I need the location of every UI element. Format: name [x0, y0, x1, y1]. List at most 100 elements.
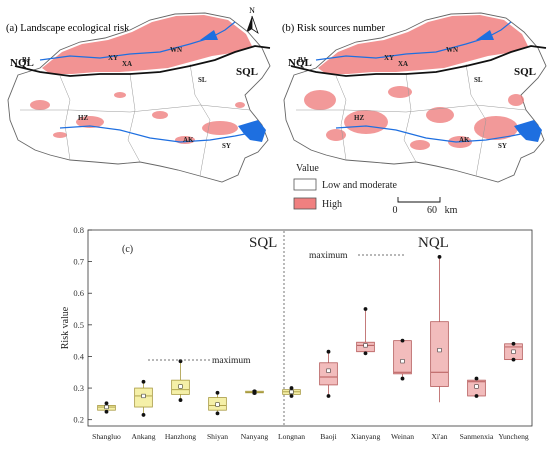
group-label-sql: SQL [249, 235, 277, 251]
qinling-divider-b [290, 45, 547, 77]
city-label-sl: SL [198, 76, 207, 84]
data-point [326, 394, 331, 398]
map-legend: Value Low and moderate High [293, 163, 398, 210]
y-tick-label: 0.4 [73, 351, 84, 361]
city-labels-b: BJ XY XA WN SL HZ AK SY [298, 46, 507, 150]
box-shiyan [208, 390, 227, 416]
map-panel-b: (b) Risk sources number NQL SQL [282, 12, 547, 216]
data-point [215, 390, 220, 395]
data-point [474, 394, 479, 398]
box-xian [430, 254, 449, 403]
x-category-label: Hanzhong [165, 432, 196, 441]
box-series [97, 254, 523, 417]
x-category-label: Sanmenxia [460, 432, 494, 441]
y-tick-label: 0.6 [73, 288, 84, 298]
y-tick-label: 0.3 [73, 383, 84, 393]
city-label-bj: BJ [22, 56, 31, 64]
city-label-sl: SL [474, 76, 483, 84]
mean-marker [178, 384, 183, 389]
city-label-ak: AK [183, 136, 194, 144]
x-category-label: Longnan [278, 432, 305, 441]
qinling-divider [14, 45, 271, 77]
data-point [252, 391, 257, 396]
city-label-xa: XA [122, 60, 132, 68]
mean-marker [363, 343, 368, 348]
data-point [326, 349, 331, 354]
city-label-hz: HZ [78, 114, 88, 122]
city-label-xy: XY [108, 54, 118, 62]
legend-label-low: Low and moderate [322, 180, 398, 191]
mean-marker [511, 349, 516, 354]
high-risk-zone-north [42, 15, 252, 74]
data-point [141, 379, 146, 384]
region-label-sql-b: SQL [514, 66, 536, 78]
data-point [289, 394, 294, 398]
x-category-label: Yuncheng [498, 432, 529, 441]
x-category-label: Shangluo [92, 432, 121, 441]
box-baoji [319, 349, 338, 398]
mean-marker [289, 389, 294, 394]
data-point [400, 376, 405, 381]
data-point [363, 351, 368, 356]
x-category-label: Shiyan [207, 432, 228, 441]
north-arrow-icon: N [246, 6, 259, 34]
data-point [215, 411, 220, 416]
y-axis: 0.2 0.3 0.4 0.5 0.6 0.7 0.8 [73, 225, 92, 425]
city-label-sy: SY [498, 142, 507, 150]
mean-marker [104, 404, 109, 410]
x-category-label: Xi'an [431, 432, 447, 441]
legend-label-high: High [322, 199, 342, 210]
box-longnan [282, 386, 301, 398]
region-label-nql: NQL [10, 57, 34, 69]
group-label-nql: NQL [418, 235, 449, 251]
city-label-wn: WN [170, 46, 182, 54]
city-label-ak: AK [459, 136, 470, 144]
maximum-label-sql: maximum [212, 356, 251, 366]
x-category-label: Baoji [320, 432, 336, 441]
data-point [289, 386, 294, 390]
x-axis-categories: Shangluo Ankang Hanzhong Shiyan Nanyang Longn… [92, 432, 529, 441]
mean-marker [474, 384, 479, 389]
data-point [104, 401, 109, 406]
box-yuncheng [504, 341, 523, 362]
box-body [430, 321, 449, 387]
box-body [319, 362, 338, 386]
mean-marker [400, 359, 405, 364]
y-tick-label: 0.7 [73, 257, 84, 267]
mean-marker [141, 393, 146, 399]
box-shangluo [97, 401, 116, 414]
high-risk-zone-north-b [318, 15, 528, 74]
rivers [39, 21, 256, 143]
box-sanmenxia [467, 376, 486, 398]
scale-unit: km [445, 205, 458, 216]
box-weinan [393, 338, 412, 381]
mean-marker [437, 348, 442, 353]
scale-zero: 0 [393, 205, 398, 216]
data-point [363, 307, 368, 311]
y-tick-label: 0.8 [73, 225, 84, 235]
city-label-wn: WN [446, 46, 458, 54]
x-category-label: Weinan [391, 432, 414, 441]
city-label-xa: XA [398, 60, 408, 68]
data-point [511, 357, 516, 362]
city-labels: BJ XY XA WN SL HZ AK SY [22, 46, 231, 150]
data-point [104, 409, 109, 414]
data-point [474, 376, 479, 381]
x-category-label: Nanyang [241, 432, 269, 441]
legend-title: Value [296, 163, 319, 174]
admin-boundaries [20, 63, 251, 177]
high-risk-patches [30, 92, 245, 144]
city-label-xy: XY [384, 54, 394, 62]
data-point [511, 341, 516, 346]
city-label-bj: BJ [298, 56, 307, 64]
box-ankang [134, 379, 153, 417]
maximum-label-nql: maximum [309, 251, 348, 261]
x-category-label: Ankang [131, 432, 155, 441]
data-point [437, 254, 442, 259]
panel-b-title: (b) Risk sources number [282, 23, 385, 34]
y-tick-label: 0.2 [73, 415, 84, 425]
box-chart: (c) Risk value SQL NQL 0.20.30.40.50.60.… [60, 225, 533, 441]
city-label-hz: HZ [354, 114, 364, 122]
region-label-nql-b: NQL [288, 57, 312, 69]
